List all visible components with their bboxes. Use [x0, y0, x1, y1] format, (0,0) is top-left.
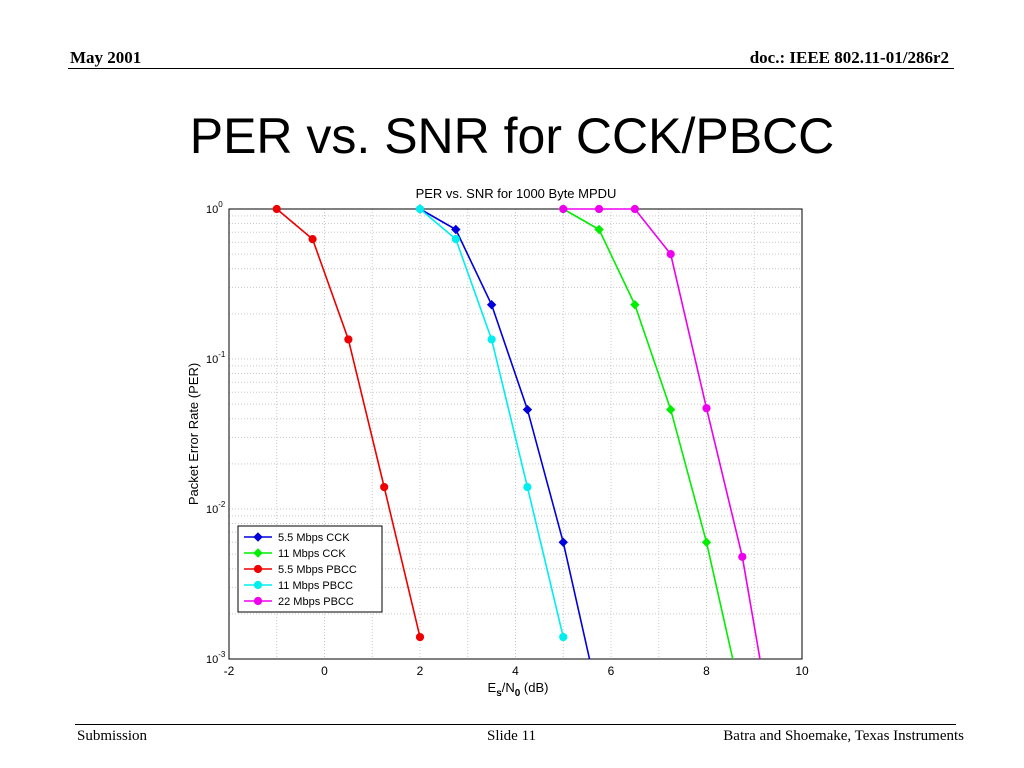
data-point — [665, 404, 676, 415]
y-tick-base: 10 — [206, 204, 218, 216]
y-tick-exponent: 0 — [218, 200, 223, 209]
x-axis-label-unit: (dB) — [520, 680, 548, 695]
data-point — [559, 632, 568, 642]
data-point — [486, 300, 497, 310]
y-tick-exponent: -2 — [218, 500, 226, 509]
legend-marker — [253, 548, 263, 558]
data-point — [487, 335, 496, 344]
y-tick-exponent: -3 — [218, 650, 226, 659]
data-point — [451, 234, 460, 244]
footer-divider — [75, 724, 956, 725]
legend-marker — [253, 596, 263, 606]
y-axis-label: Packet Error Rate (PER) — [186, 363, 201, 505]
series-3 — [272, 204, 425, 642]
data-point — [272, 204, 281, 214]
per-vs-snr-chart: PER vs. SNR for 1000 Byte MPDU -2 0 2 4 6 8 10… — [180, 180, 820, 700]
legend-item: 22 Mbps PBCC — [244, 596, 354, 608]
y-tick-base: 10 — [206, 654, 218, 666]
legend-marker — [253, 532, 263, 542]
legend-marker — [253, 580, 263, 590]
legend-item: 5.5 Mbps CCK — [244, 532, 350, 544]
x-tick-labels: -2 0 2 4 6 8 10 — [224, 664, 809, 678]
chart-background — [180, 180, 820, 700]
data-point — [344, 335, 353, 344]
x-axis-label-sub1: s — [496, 688, 502, 699]
slide-title: PER vs. SNR for CCK/PBCC — [189, 108, 835, 164]
x-tick-label: 8 — [703, 664, 710, 678]
data-point — [558, 537, 568, 547]
data-point — [666, 250, 675, 259]
y-tick-base: 10 — [206, 504, 218, 516]
legend-label: 5.5 Mbps CCK — [278, 532, 350, 544]
y-tick-exponent: -1 — [218, 350, 226, 359]
data-point — [451, 224, 461, 235]
legend: 5.5 Mbps CCK 11 Mbps CCK 5.5 Mbps PBCC 11 M… — [237, 525, 383, 613]
footer-submission: Submission — [77, 728, 148, 744]
y-tick-label: 10-3 — [206, 650, 226, 666]
x-tick-label: 10 — [795, 664, 809, 678]
footer-slide-number: Slide 11 — [487, 728, 537, 744]
y-tick-label: 10-1 — [206, 350, 226, 366]
x-axis-label-mid: /N — [502, 680, 515, 695]
data-point — [630, 204, 639, 214]
legend-marker — [253, 564, 263, 574]
header-divider — [68, 68, 954, 69]
data-point — [701, 537, 712, 547]
data-point — [415, 204, 425, 214]
legend-item: 11 Mbps PBCC — [244, 580, 353, 592]
data-point — [594, 204, 604, 214]
x-tick-label: 6 — [608, 664, 615, 678]
data-point — [415, 632, 425, 642]
data-point — [523, 482, 532, 492]
series-line — [562, 208, 734, 660]
y-tick-base: 10 — [206, 354, 218, 366]
chart-title: PER vs. SNR for 1000 Byte MPDU — [416, 186, 617, 201]
data-point — [522, 404, 533, 415]
y-tick-label: 100 — [206, 200, 223, 216]
data-point — [738, 552, 747, 561]
x-tick-label: 2 — [417, 664, 424, 678]
data-point — [559, 204, 568, 214]
legend-label: 11 Mbps CCK — [278, 548, 346, 560]
data-point — [380, 482, 389, 492]
series-5 — [559, 204, 761, 660]
legend-label: 5.5 Mbps PBCC — [278, 564, 357, 576]
footer-authors: Batra and Shoemake, Texas Instruments — [723, 728, 964, 744]
data-point — [308, 234, 317, 244]
x-tick-label: 0 — [321, 664, 328, 678]
series-lines — [272, 204, 761, 660]
series-4 — [415, 204, 568, 642]
x-axis-label: Es/N0 (dB) — [488, 680, 549, 699]
header-doc-id: doc.: IEEE 802.11-01/286r2 — [749, 48, 949, 67]
x-tick-label: 4 — [512, 664, 519, 678]
legend-label: 11 Mbps PBCC — [278, 580, 353, 592]
x-axis-label-main: E — [488, 680, 497, 695]
legend-label: 22 Mbps PBCC — [278, 596, 354, 608]
legend-item: 5.5 Mbps PBCC — [244, 564, 357, 576]
data-point — [630, 300, 640, 310]
data-point — [594, 224, 604, 235]
plot-area-frame — [228, 208, 803, 660]
series-line — [419, 208, 591, 660]
data-point — [702, 404, 711, 413]
x-tick-label: -2 — [224, 664, 235, 678]
y-tick-label: 10-2 — [206, 500, 226, 516]
x-axis-label-sub2: 0 — [515, 688, 521, 699]
legend-item: 11 Mbps CCK — [244, 548, 346, 560]
header-date: May 2001 — [70, 48, 142, 67]
